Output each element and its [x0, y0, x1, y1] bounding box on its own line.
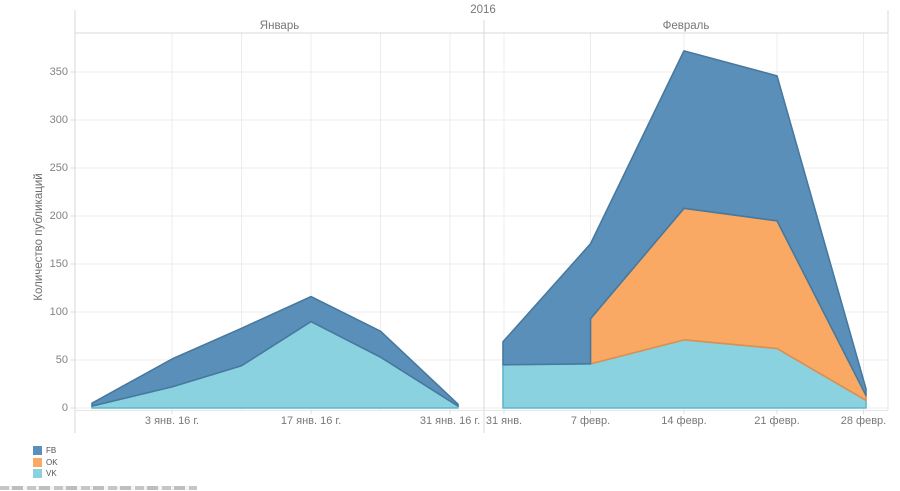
x-tick-label: 14 февр. [661, 415, 707, 427]
year-label: 2016 [470, 4, 496, 16]
torn-edge-artifact [0, 486, 197, 490]
y-tick-label: 350 [49, 65, 68, 78]
frame-group [74, 10, 889, 433]
area-fb[interactable] [91, 295, 459, 407]
y-tick-label: 250 [49, 161, 68, 174]
y-tick-label: 200 [49, 209, 68, 222]
legend: FB OK VK [33, 445, 58, 480]
y-tick-label: 50 [55, 353, 68, 366]
y-tick-label: 0 [61, 401, 68, 414]
legend-item-vk[interactable]: VK [33, 468, 58, 480]
x-tick-label: 17 янв. 16 г. [280, 415, 342, 427]
x-tick-label: 21 февр. [754, 415, 800, 427]
area-series-group [91, 50, 867, 409]
legend-swatch-vk [33, 469, 42, 479]
x-tick-label: 7 февр. [570, 415, 611, 427]
y-axis-title: Количество публикаций [33, 173, 45, 301]
x-tick-label: 3 янв. 16 г. [144, 415, 200, 427]
legend-item-ok[interactable]: OK [33, 457, 58, 469]
panel-header-1: Февраль [662, 20, 710, 32]
y-tick-label: 150 [49, 257, 68, 270]
y-tick-label: 100 [49, 305, 68, 318]
panel-header-0: Январь [259, 20, 300, 32]
x-tick-label: 31 янв. 16 г. [419, 415, 481, 427]
legend-swatch-fb [33, 446, 42, 456]
axis-ticks-group [70, 71, 864, 414]
legend-swatch-ok [33, 457, 42, 467]
legend-label: FB [46, 446, 57, 456]
legend-label: VK [46, 469, 57, 479]
x-tick-label: 28 февр. [840, 415, 887, 427]
legend-item-fb[interactable]: FB [33, 445, 58, 457]
legend-label: OK [46, 457, 58, 467]
area-fb[interactable] [502, 50, 867, 397]
y-tick-label: 300 [49, 113, 68, 126]
x-tick-label: 31 янв. [485, 415, 523, 427]
